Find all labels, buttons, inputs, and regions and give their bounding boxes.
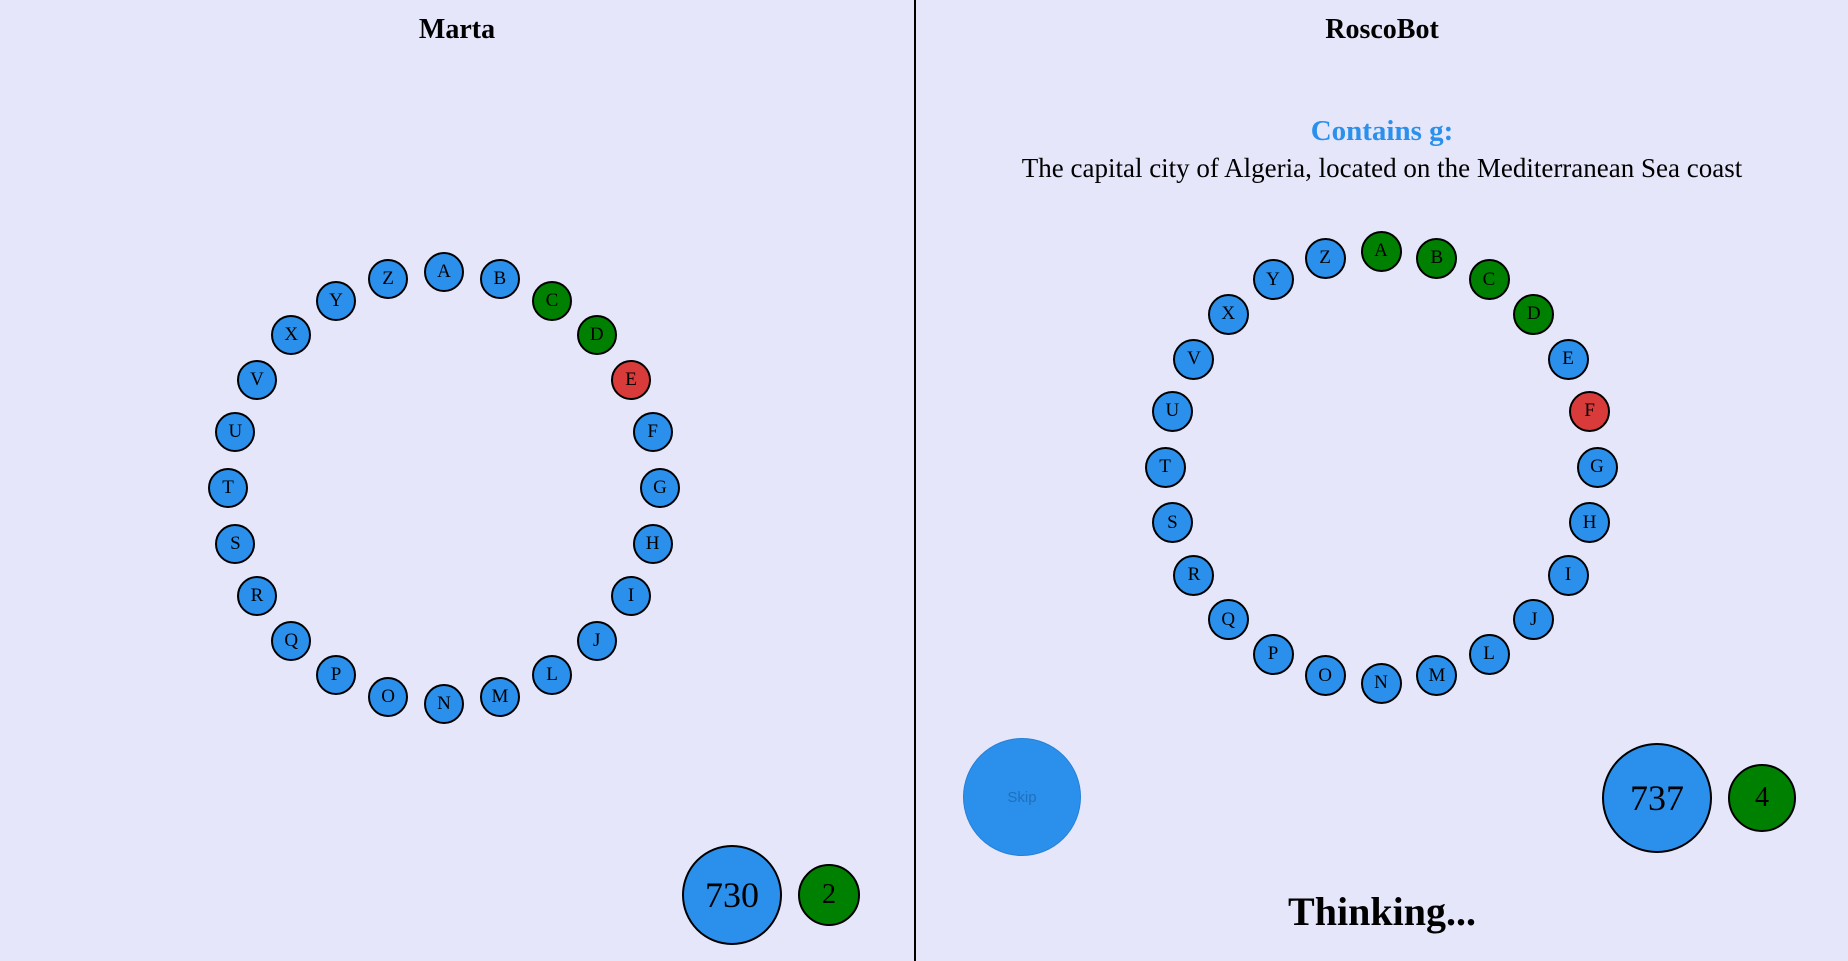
- player-name: RoscoBot: [1325, 14, 1439, 45]
- letter-l: L: [532, 655, 572, 696]
- letter-q: Q: [271, 620, 312, 661]
- letter-e: E: [1547, 338, 1589, 380]
- letter-g: G: [1576, 446, 1618, 488]
- letter-f: F: [632, 412, 673, 453]
- letter-n: N: [424, 684, 464, 724]
- letter-x: X: [1207, 293, 1249, 335]
- letter-q: Q: [1207, 599, 1249, 641]
- letter-c: C: [1468, 259, 1510, 301]
- letter-u: U: [1151, 390, 1193, 432]
- letter-n: N: [1360, 662, 1402, 704]
- letter-b: B: [479, 259, 520, 300]
- letter-h: H: [1569, 502, 1611, 544]
- question-box: Contains g: The capital city of Algeria,…: [916, 112, 1848, 186]
- correct-counter: 2: [798, 864, 860, 926]
- question-type: Contains g:: [1310, 115, 1454, 147]
- time-counter: 730: [682, 845, 782, 945]
- letter-c: C: [532, 280, 572, 321]
- letter-t: T: [1144, 446, 1186, 488]
- letter-x: X: [271, 315, 312, 356]
- letter-j: J: [576, 620, 617, 661]
- time-counter: 737: [1602, 743, 1712, 853]
- letter-l: L: [1468, 633, 1510, 675]
- letter-m: M: [1416, 655, 1458, 697]
- letter-p: P: [316, 655, 356, 696]
- letter-z: Z: [368, 259, 409, 300]
- letter-p: P: [1252, 633, 1294, 675]
- letter-j: J: [1513, 599, 1555, 641]
- letter-h: H: [632, 523, 673, 564]
- letter-s: S: [1151, 502, 1193, 544]
- letter-r: R: [236, 576, 277, 616]
- letter-b: B: [1416, 237, 1458, 279]
- letter-v: V: [1173, 338, 1215, 380]
- status-text: Thinking...: [1288, 889, 1476, 934]
- letter-r: R: [1173, 554, 1215, 596]
- letter-g: G: [640, 468, 680, 508]
- letter-s: S: [215, 523, 256, 564]
- letter-v: V: [236, 360, 277, 400]
- letter-t: T: [208, 468, 248, 508]
- letter-y: Y: [316, 280, 356, 321]
- letter-o: O: [1304, 655, 1346, 697]
- letter-i: I: [1547, 554, 1589, 596]
- letter-a: A: [424, 252, 464, 292]
- letter-y: Y: [1252, 259, 1294, 301]
- letter-e: E: [611, 360, 652, 400]
- letter-z: Z: [1304, 237, 1346, 279]
- letter-a: A: [1360, 230, 1402, 272]
- letter-m: M: [479, 676, 520, 717]
- letter-u: U: [215, 412, 256, 453]
- letter-i: I: [611, 576, 652, 616]
- letter-o: O: [368, 676, 409, 717]
- letter-d: D: [1513, 293, 1555, 335]
- question-text: The capital city of Algeria, located on …: [1021, 153, 1743, 183]
- player-panel-roscobot: RoscoBot Contains g: The capital city of…: [916, 0, 1848, 961]
- skip-button[interactable]: Skip: [963, 738, 1081, 856]
- panel-divider: [914, 0, 916, 961]
- letter-f: F: [1569, 390, 1611, 432]
- player-name: Marta: [418, 14, 496, 45]
- correct-counter: 4: [1728, 764, 1796, 832]
- letter-d: D: [576, 315, 617, 356]
